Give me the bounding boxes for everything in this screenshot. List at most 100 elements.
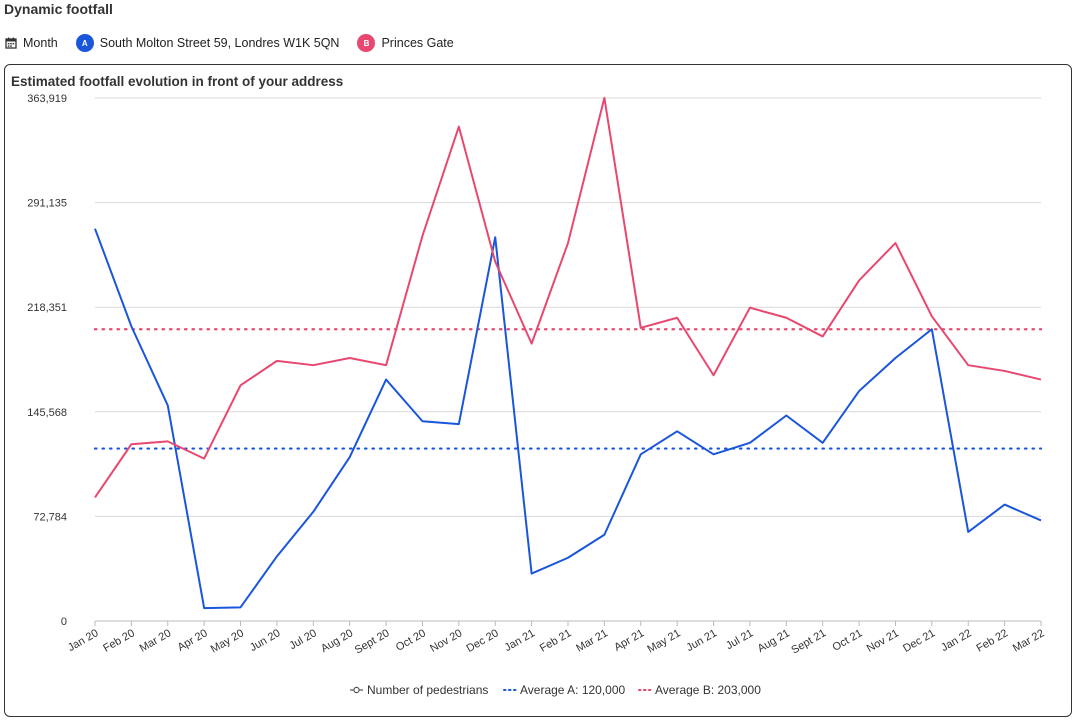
address-a-badge: A	[75, 34, 94, 52]
data-point-a[interactable]	[1002, 502, 1008, 508]
data-point-a[interactable]	[711, 451, 717, 457]
period-label: Month	[23, 36, 58, 50]
data-point-b[interactable]	[310, 362, 316, 368]
x-tick-label: Apr 21	[612, 627, 646, 654]
data-point-b[interactable]	[92, 494, 98, 500]
data-point-a[interactable]	[419, 418, 425, 424]
data-point-b[interactable]	[674, 315, 680, 321]
y-tick-label: 145,568	[27, 407, 67, 419]
address-a-label: South Molton Street 59, Londres W1K 5QN	[99, 36, 340, 50]
data-point-a[interactable]	[529, 571, 535, 577]
data-point-b[interactable]	[456, 124, 462, 130]
data-point-b[interactable]	[128, 441, 134, 447]
data-point-a[interactable]	[783, 412, 789, 418]
address-b-filter[interactable]: B Princes Gate	[357, 34, 454, 52]
data-point-a[interactable]	[165, 402, 171, 408]
data-point-b[interactable]	[1038, 377, 1044, 383]
x-tick-label: Jun 21	[684, 627, 719, 654]
data-point-a[interactable]	[201, 605, 207, 611]
x-tick-label: Jan 22	[939, 627, 974, 654]
filter-bar: Month A South Molton Street 59, Londres …	[5, 33, 472, 53]
x-tick-label: Dec 21	[901, 627, 937, 655]
data-point-a[interactable]	[274, 553, 280, 559]
x-tick-label: Jul 20	[287, 627, 318, 652]
x-tick-label: Jul 21	[724, 627, 755, 652]
x-tick-label: Oct 21	[831, 627, 865, 654]
x-tick-label: Mar 22	[1011, 627, 1047, 655]
y-tick-label: 291,135	[27, 198, 67, 210]
data-point-a[interactable]	[565, 555, 571, 561]
data-point-b[interactable]	[929, 313, 935, 319]
data-point-b[interactable]	[165, 438, 171, 444]
data-point-b[interactable]	[274, 358, 280, 364]
data-point-b[interactable]	[711, 372, 717, 378]
period-selector[interactable]: Month	[5, 36, 58, 50]
legend-label-average-b[interactable]: Average B: 203,000	[655, 683, 761, 697]
page-title: Dynamic footfall	[4, 1, 113, 17]
data-point-b[interactable]	[638, 325, 644, 331]
x-tick-label: Apr 20	[176, 627, 210, 654]
data-point-a[interactable]	[929, 326, 935, 332]
data-point-a[interactable]	[238, 604, 244, 610]
data-point-a[interactable]	[310, 509, 316, 515]
data-point-b[interactable]	[347, 355, 353, 361]
data-point-b[interactable]	[383, 362, 389, 368]
x-tick-label: Sept 20	[353, 627, 392, 656]
x-tick-label: Oct 20	[394, 627, 428, 654]
y-tick-label: 0	[61, 616, 67, 628]
data-point-b[interactable]	[601, 95, 607, 101]
data-point-a[interactable]	[347, 454, 353, 460]
chart-card: Estimated footfall evolution in front of…	[4, 64, 1072, 717]
data-point-b[interactable]	[419, 233, 425, 239]
data-point-a[interactable]	[1038, 517, 1044, 523]
x-tick-label: Aug 20	[319, 627, 355, 655]
legend-label-average-a[interactable]: Average A: 120,000	[520, 683, 626, 697]
data-point-b[interactable]	[747, 305, 753, 311]
data-point-b[interactable]	[1002, 368, 1008, 374]
chart-title: Estimated footfall evolution in front of…	[11, 74, 344, 89]
data-point-b[interactable]	[238, 382, 244, 388]
x-tick-label: May 21	[645, 627, 682, 655]
data-point-a[interactable]	[456, 421, 462, 427]
calendar-icon	[5, 37, 17, 49]
x-tick-label: Mar 20	[138, 627, 174, 655]
data-point-b[interactable]	[856, 277, 862, 283]
data-point-a[interactable]	[820, 440, 826, 446]
data-point-a[interactable]	[128, 323, 134, 329]
data-point-b[interactable]	[492, 259, 498, 265]
y-tick-label: 218,351	[27, 302, 67, 314]
data-point-a[interactable]	[965, 529, 971, 535]
x-tick-label: Nov 20	[428, 627, 464, 655]
data-point-a[interactable]	[92, 226, 98, 232]
series-line-a	[94, 228, 1042, 610]
legend-label-pedestrians[interactable]: Number of pedestrians	[367, 683, 488, 697]
x-tick-label: Dec 20	[465, 627, 501, 655]
data-point-a[interactable]	[383, 377, 389, 383]
data-point-a[interactable]	[492, 234, 498, 240]
data-point-b[interactable]	[783, 315, 789, 321]
x-tick-label: Jan 20	[66, 627, 101, 654]
data-point-a[interactable]	[674, 428, 680, 434]
data-point-b[interactable]	[892, 240, 898, 246]
x-tick-label: Jun 20	[248, 627, 283, 654]
x-tick-label: Feb 22	[974, 627, 1010, 655]
data-point-b[interactable]	[820, 333, 826, 339]
data-point-a[interactable]	[638, 451, 644, 457]
y-tick-label: 363,919	[27, 93, 67, 105]
x-tick-label: Jan 21	[503, 627, 538, 654]
x-tick-label: Mar 21	[574, 627, 610, 655]
address-b-badge: B	[357, 34, 376, 52]
data-point-a[interactable]	[601, 532, 607, 538]
x-tick-label: Nov 21	[865, 627, 901, 655]
y-tick-label: 72,784	[33, 511, 67, 523]
data-point-a[interactable]	[892, 355, 898, 361]
data-point-b[interactable]	[965, 362, 971, 368]
x-tick-label: Feb 20	[101, 627, 137, 655]
data-point-b[interactable]	[565, 240, 571, 246]
data-point-b[interactable]	[201, 456, 207, 462]
address-a-filter[interactable]: A South Molton Street 59, Londres W1K 5Q…	[75, 34, 340, 52]
data-point-a[interactable]	[747, 440, 753, 446]
data-point-a[interactable]	[856, 388, 862, 394]
x-tick-label: Aug 21	[756, 627, 792, 655]
data-point-b[interactable]	[529, 341, 535, 347]
